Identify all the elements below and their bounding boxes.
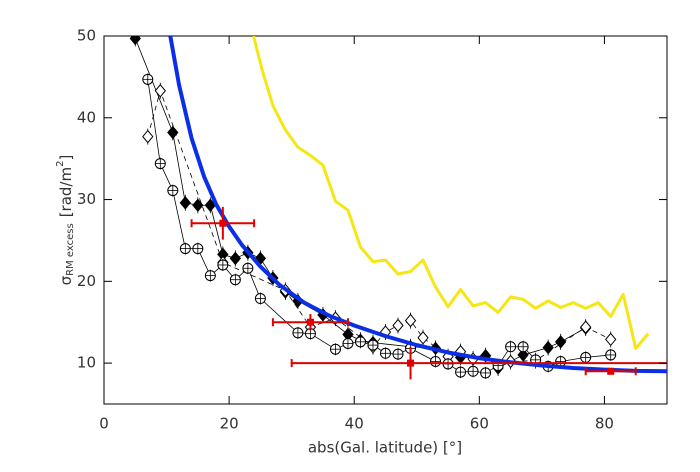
plot-area [129, 36, 667, 380]
point [129, 36, 141, 46]
x-tick-label: 40 [345, 415, 364, 433]
point [167, 125, 179, 140]
y-label-unit: [rad/m [57, 167, 75, 217]
y-tick-label: 40 [77, 108, 96, 126]
point [404, 313, 417, 328]
series-line [134, 38, 586, 369]
point [555, 335, 567, 349]
point [229, 251, 242, 266]
y-tick-label: 50 [77, 27, 96, 45]
point [154, 84, 166, 98]
axes: 0 20 40 60 80 10 20 30 40 50 [77, 27, 667, 433]
point [407, 359, 415, 367]
point [179, 196, 191, 210]
y-axis-label: σRM excess [rad/m2] [55, 155, 76, 286]
series-line [168, 36, 667, 374]
y-tick-label: 10 [77, 354, 96, 372]
point [192, 198, 204, 213]
point [417, 330, 429, 345]
point [580, 320, 592, 334]
y-label-unit-end: ] [57, 155, 75, 161]
x-tick-label: 60 [470, 415, 489, 433]
x-axis-label: abs(Gal. latitude) [°] [308, 439, 462, 457]
x-tick-label: 80 [595, 415, 614, 433]
x-tick-label: 20 [220, 415, 239, 433]
point [392, 318, 404, 333]
point [607, 367, 615, 375]
y-label-subscript: RM excess [65, 223, 76, 276]
point [142, 129, 154, 144]
series-line [147, 79, 611, 374]
plot-frame [103, 35, 668, 405]
point [605, 332, 617, 347]
point [542, 340, 554, 355]
x-tick-label: 0 [99, 415, 109, 433]
point [219, 219, 227, 227]
series-line [147, 90, 611, 362]
series-line [252, 36, 650, 350]
y-label-symbol: σ [57, 275, 75, 285]
y-tick-label: 20 [77, 272, 96, 290]
y-tick-label: 30 [77, 190, 96, 208]
y-label-unit-sup: 2 [55, 161, 66, 167]
point [306, 318, 314, 326]
